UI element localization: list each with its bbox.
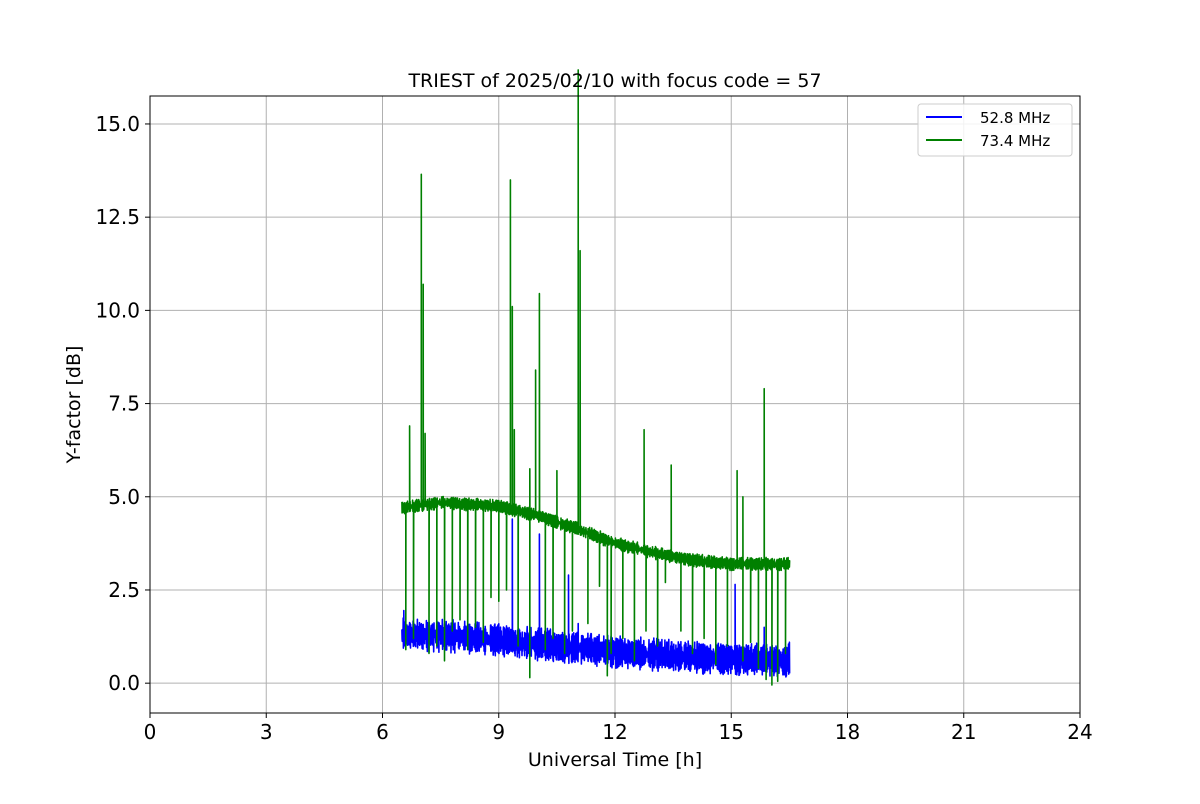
- x-axis-label: Universal Time [h]: [528, 749, 702, 771]
- y-tick-label: 15.0: [95, 112, 140, 136]
- y-tick-label: 12.5: [95, 205, 140, 229]
- series-line-52-8-mhz: [401, 518, 791, 678]
- legend-label-52-8: 52.8 MHz: [980, 109, 1050, 127]
- y-tick-label: 10.0: [95, 298, 140, 322]
- grid: [149, 96, 1081, 713]
- series-lines: [401, 69, 791, 686]
- legend-label-73-4: 73.4 MHz: [980, 132, 1050, 150]
- y-tick-label: 5.0: [108, 485, 140, 509]
- x-tick-label: 3: [260, 720, 273, 744]
- x-tick-label: 6: [376, 720, 389, 744]
- series-line-73-4-mhz: [401, 69, 791, 686]
- y-axis-label: Y-factor [dB]: [63, 346, 85, 465]
- legend: 52.8 MHz 73.4 MHz: [917, 103, 1073, 157]
- x-tick-label: 24: [1067, 720, 1092, 744]
- x-tick-label: 0: [144, 720, 157, 744]
- y-tick-label: 7.5: [108, 392, 140, 416]
- x-tick-label: 18: [835, 720, 860, 744]
- x-tick-label: 15: [719, 720, 744, 744]
- x-tick-label: 12: [602, 720, 627, 744]
- y-tick-label: 2.5: [108, 578, 140, 602]
- chart-title: TRIEST of 2025/02/10 with focus code = 5…: [407, 70, 821, 92]
- x-tick-label: 21: [951, 720, 976, 744]
- x-tick-label: 9: [492, 720, 505, 744]
- axis-ticks: 0 3 6 9 12 15 18 21 24 0.0 2.5 5.0 7.5 10.0 12.5 15.0: [95, 112, 1092, 744]
- y-tick-label: 0.0: [108, 671, 140, 695]
